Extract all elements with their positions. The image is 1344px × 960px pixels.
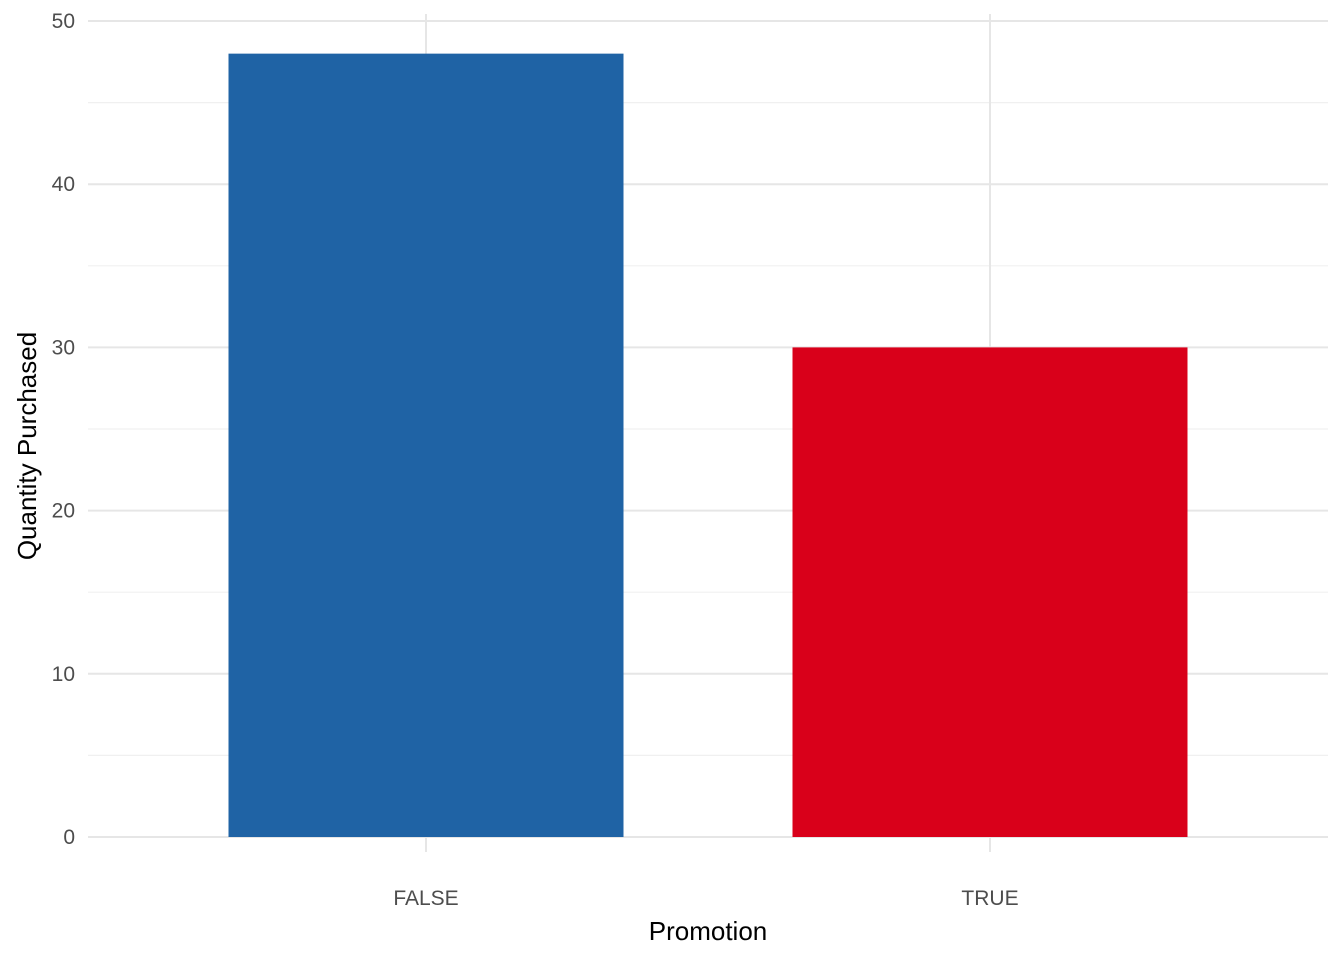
- x-axis-title: Promotion: [649, 916, 768, 946]
- bar-true: [792, 347, 1188, 837]
- y-tick-label: 20: [52, 500, 75, 523]
- y-tick-label: 30: [52, 336, 75, 359]
- bar-false: [228, 53, 624, 837]
- x-axis-ticks: FALSE TRUE: [393, 887, 1018, 910]
- y-axis-ticks: 0 10 20 30 40 50: [52, 10, 75, 849]
- x-tick-label: FALSE: [393, 887, 458, 910]
- y-axis-title: Quantity Purchased: [12, 332, 42, 560]
- y-tick-label: 0: [63, 826, 75, 849]
- y-tick-label: 50: [52, 10, 75, 33]
- y-tick-label: 10: [52, 663, 75, 686]
- bar-layer: [228, 53, 1188, 837]
- x-tick-label: TRUE: [961, 887, 1018, 910]
- y-tick-label: 40: [52, 173, 75, 196]
